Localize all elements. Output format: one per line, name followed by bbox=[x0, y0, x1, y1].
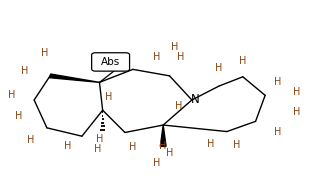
Text: H: H bbox=[293, 87, 301, 97]
Text: H: H bbox=[207, 139, 215, 149]
Text: H: H bbox=[177, 52, 184, 62]
Text: H: H bbox=[96, 134, 103, 144]
Polygon shape bbox=[49, 74, 100, 82]
Text: H: H bbox=[94, 144, 101, 154]
Text: H: H bbox=[27, 135, 35, 145]
Text: H: H bbox=[171, 42, 178, 52]
Text: H: H bbox=[239, 56, 246, 66]
Text: N: N bbox=[191, 94, 199, 106]
Text: H: H bbox=[8, 90, 16, 100]
Text: H: H bbox=[14, 111, 22, 121]
Text: H: H bbox=[64, 141, 71, 151]
Text: H: H bbox=[274, 77, 282, 87]
Polygon shape bbox=[160, 125, 166, 146]
Text: H: H bbox=[21, 66, 28, 76]
Text: H: H bbox=[293, 107, 301, 117]
Text: H: H bbox=[153, 52, 161, 62]
Text: H: H bbox=[274, 127, 282, 137]
Text: H: H bbox=[175, 102, 183, 111]
Text: H: H bbox=[105, 92, 113, 102]
Text: H: H bbox=[41, 48, 48, 58]
Text: H: H bbox=[159, 141, 167, 151]
Text: H: H bbox=[215, 63, 223, 73]
FancyBboxPatch shape bbox=[92, 53, 130, 71]
Text: H: H bbox=[166, 148, 173, 158]
Text: Abs: Abs bbox=[101, 57, 120, 67]
Text: H: H bbox=[233, 140, 240, 151]
Text: H: H bbox=[153, 157, 161, 168]
Text: H: H bbox=[129, 142, 137, 152]
